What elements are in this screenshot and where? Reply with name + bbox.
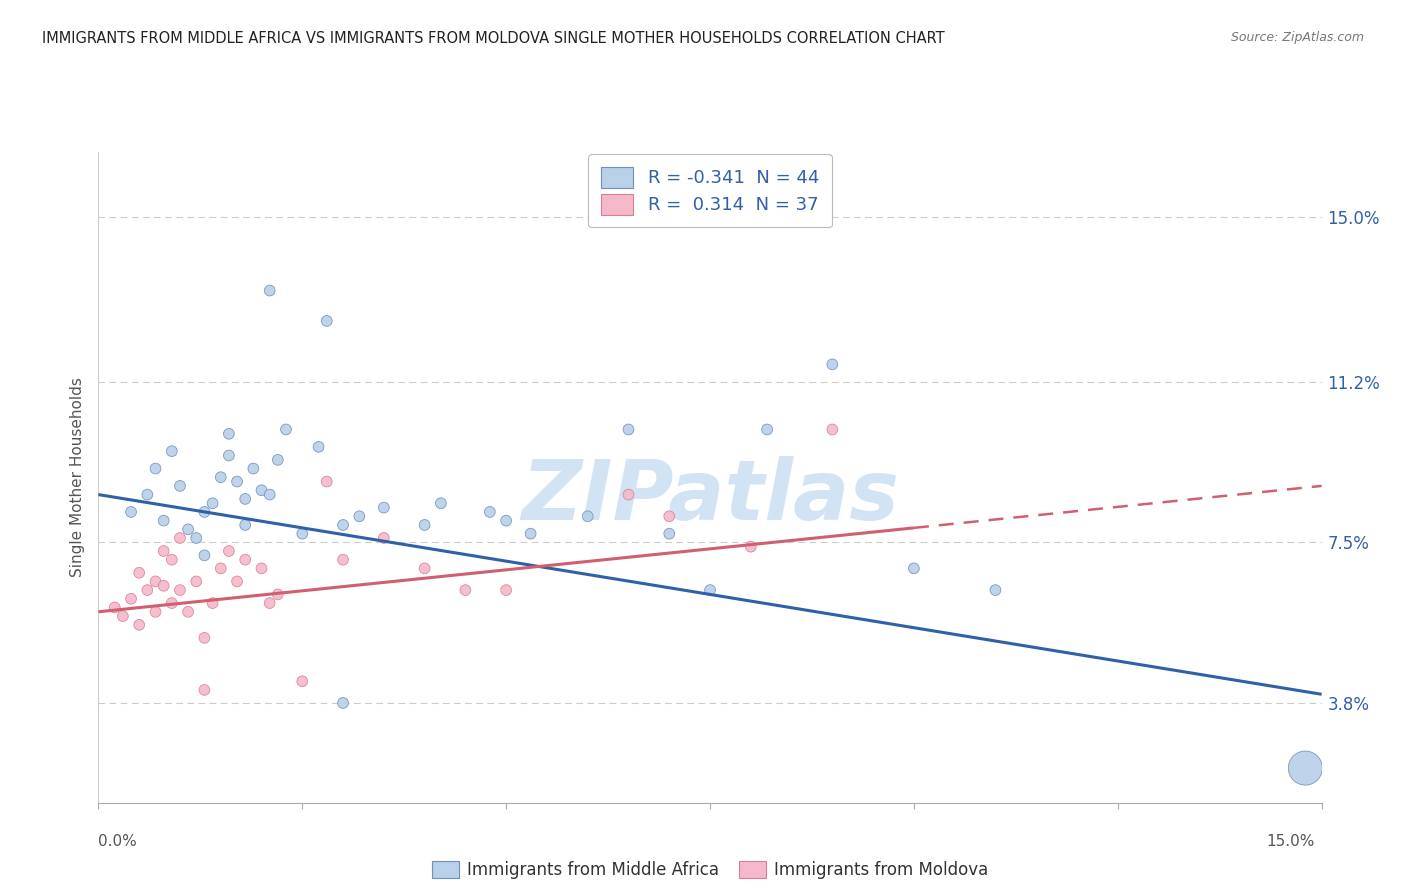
Point — [193, 631, 215, 645]
Point — [984, 583, 1007, 598]
Point — [821, 357, 844, 371]
Point — [1294, 761, 1316, 775]
Point — [201, 496, 224, 510]
Point — [519, 526, 541, 541]
Point — [145, 574, 167, 589]
Point — [209, 470, 232, 484]
Point — [111, 609, 134, 624]
Point — [136, 487, 159, 501]
Text: Source: ZipAtlas.com: Source: ZipAtlas.com — [1230, 31, 1364, 45]
Point — [617, 487, 640, 501]
Text: IMMIGRANTS FROM MIDDLE AFRICA VS IMMIGRANTS FROM MOLDOVA SINGLE MOTHER HOUSEHOLD: IMMIGRANTS FROM MIDDLE AFRICA VS IMMIGRA… — [42, 31, 945, 46]
Point — [145, 605, 167, 619]
Point — [169, 479, 191, 493]
Legend: Immigrants from Middle Africa, Immigrants from Moldova: Immigrants from Middle Africa, Immigrant… — [425, 855, 995, 886]
Point — [413, 561, 436, 575]
Point — [430, 496, 453, 510]
Point — [821, 422, 844, 436]
Y-axis label: Single Mother Households: Single Mother Households — [70, 377, 86, 577]
Point — [160, 552, 183, 566]
Point — [145, 461, 167, 475]
Point — [152, 544, 174, 558]
Point — [259, 284, 281, 298]
Point — [226, 475, 249, 489]
Point — [454, 583, 477, 598]
Point — [291, 526, 314, 541]
Point — [373, 500, 395, 515]
Point — [332, 518, 354, 533]
Point — [332, 552, 354, 566]
Point — [160, 596, 183, 610]
Point — [699, 583, 721, 598]
Point — [756, 422, 779, 436]
Point — [242, 461, 264, 475]
Point — [267, 587, 290, 601]
Point — [233, 552, 256, 566]
Point — [495, 583, 517, 598]
Text: 15.0%: 15.0% — [1267, 834, 1315, 849]
Point — [250, 483, 273, 498]
Point — [233, 518, 256, 533]
Point — [104, 600, 127, 615]
Point — [186, 531, 208, 545]
Point — [120, 505, 142, 519]
Point — [250, 561, 273, 575]
Point — [218, 449, 240, 463]
Point — [193, 549, 215, 563]
Point — [218, 426, 240, 441]
Point — [169, 531, 191, 545]
Point — [120, 591, 142, 606]
Point — [495, 514, 517, 528]
Point — [315, 475, 337, 489]
Point — [128, 566, 150, 580]
Text: 0.0%: 0.0% — [98, 834, 138, 849]
Point — [315, 314, 337, 328]
Point — [209, 561, 232, 575]
Point — [332, 696, 354, 710]
Point — [413, 518, 436, 533]
Point — [740, 540, 762, 554]
Point — [152, 579, 174, 593]
Point — [193, 682, 215, 697]
Point — [576, 509, 599, 524]
Point — [349, 509, 371, 524]
Point — [291, 674, 314, 689]
Point — [267, 453, 290, 467]
Point — [160, 444, 183, 458]
Point — [186, 574, 208, 589]
Point — [177, 522, 200, 536]
Point — [233, 491, 256, 506]
Point — [128, 617, 150, 632]
Point — [177, 605, 200, 619]
Point — [274, 422, 297, 436]
Point — [658, 526, 681, 541]
Point — [136, 583, 159, 598]
Point — [259, 596, 281, 610]
Point — [169, 583, 191, 598]
Point — [226, 574, 249, 589]
Point — [617, 422, 640, 436]
Point — [152, 514, 174, 528]
Point — [218, 544, 240, 558]
Text: ZIPatlas: ZIPatlas — [522, 456, 898, 537]
Point — [193, 505, 215, 519]
Point — [658, 509, 681, 524]
Point — [201, 596, 224, 610]
Point — [903, 561, 925, 575]
Point — [478, 505, 501, 519]
Point — [259, 487, 281, 501]
Point — [308, 440, 330, 454]
Point — [373, 531, 395, 545]
